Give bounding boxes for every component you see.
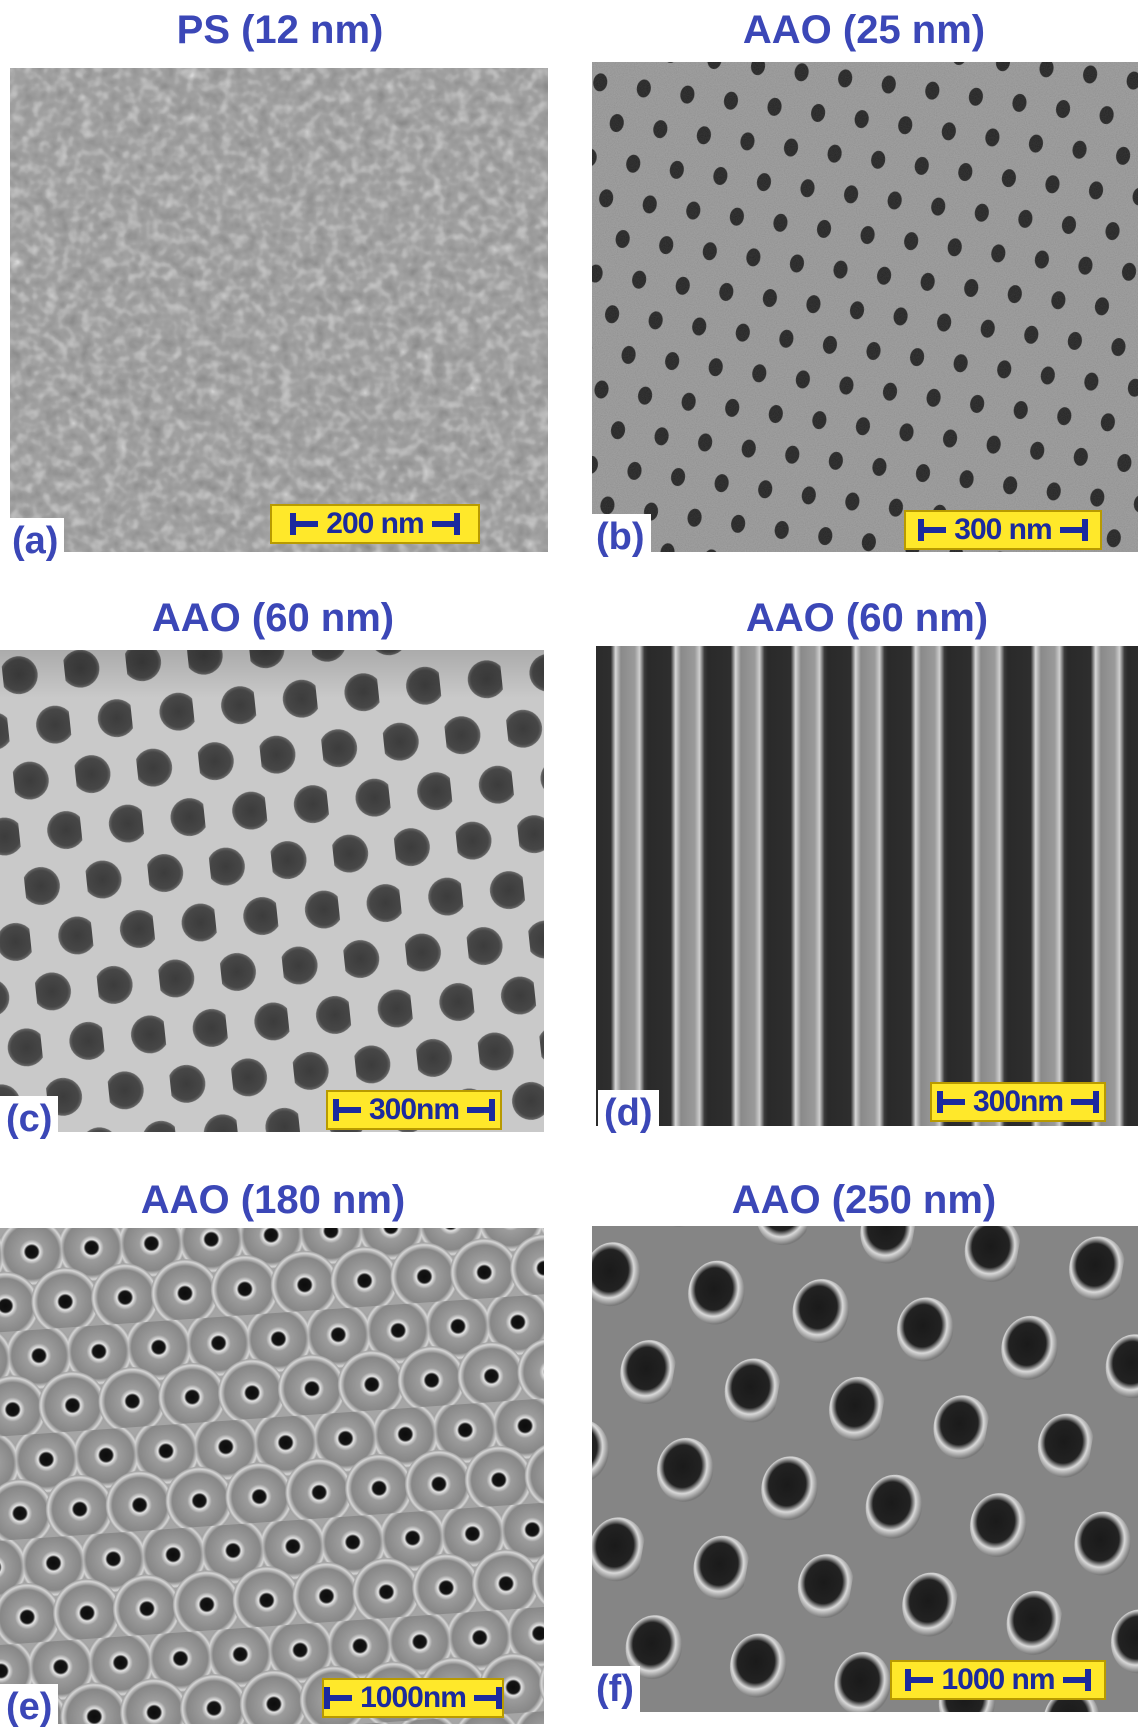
panel-f-letter: (f)	[590, 1666, 640, 1712]
panel-c-letter: (c)	[0, 1096, 59, 1142]
sem-image-b: 300 nm	[592, 62, 1138, 552]
scale-bar-left-cap-icon	[905, 1669, 934, 1691]
panel-d-title: AAO (60 nm)	[745, 596, 989, 640]
sem-image-f: 1000 nm	[592, 1226, 1138, 1712]
panel-b-title: AAO (25 nm)	[742, 8, 986, 52]
panel-d-letter: (d)	[598, 1090, 659, 1136]
scale-bar-left-cap-icon	[290, 513, 319, 535]
scale-bar-right-cap-icon	[1071, 1091, 1100, 1113]
aao-60-top-texture	[0, 650, 544, 1132]
sem-image-c: 300nm	[0, 650, 544, 1132]
aao-180-texture	[0, 1228, 544, 1724]
scale-bar-left-cap-icon	[936, 1091, 965, 1113]
aao-25-texture	[592, 62, 1138, 552]
scale-bar-label: 1000 nm	[941, 1663, 1055, 1696]
scale-bar-d: 300nm	[930, 1082, 1106, 1122]
scale-bar-b: 300 nm	[904, 510, 1102, 550]
scale-bar-label: 1000nm	[360, 1681, 467, 1714]
scale-bar-f: 1000 nm	[890, 1660, 1106, 1700]
panel-f-title: AAO (250 nm)	[731, 1178, 997, 1222]
sem-image-e: 1000nm	[0, 1228, 544, 1724]
scale-bar-label: 200 nm	[326, 507, 424, 540]
scale-bar-a: 200 nm	[270, 504, 480, 544]
scale-bar-left-cap-icon	[324, 1687, 353, 1709]
scale-bar-right-cap-icon	[1059, 519, 1088, 541]
scale-bar-right-cap-icon	[431, 513, 460, 535]
panel-b-letter: (b)	[590, 514, 651, 560]
scale-bar-c: 300nm	[326, 1090, 502, 1130]
scale-bar-label: 300nm	[972, 1085, 1064, 1118]
scale-bar-right-cap-icon	[473, 1687, 502, 1709]
scale-bar-label: 300 nm	[954, 513, 1052, 546]
sem-image-d: 300nm	[596, 646, 1138, 1126]
scale-bar-right-cap-icon	[1062, 1669, 1091, 1691]
panel-a-letter: (a)	[6, 518, 65, 564]
aao-60-cross-section-texture	[596, 646, 1138, 1126]
ps-network-texture	[10, 68, 548, 552]
panel-e-letter: (e)	[0, 1684, 59, 1730]
aao-250-texture	[592, 1226, 1138, 1712]
scale-bar-label: 300nm	[368, 1093, 460, 1126]
scale-bar-left-cap-icon	[332, 1099, 361, 1121]
panel-a-title: PS (12 nm)	[176, 8, 384, 52]
scale-bar-right-cap-icon	[467, 1099, 496, 1121]
panel-e-title: AAO (180 nm)	[140, 1178, 406, 1222]
scale-bar-e: 1000nm	[322, 1678, 504, 1718]
panel-c-title: AAO (60 nm)	[151, 596, 395, 640]
scale-bar-left-cap-icon	[918, 519, 947, 541]
sem-image-a: 200 nm	[10, 68, 548, 552]
